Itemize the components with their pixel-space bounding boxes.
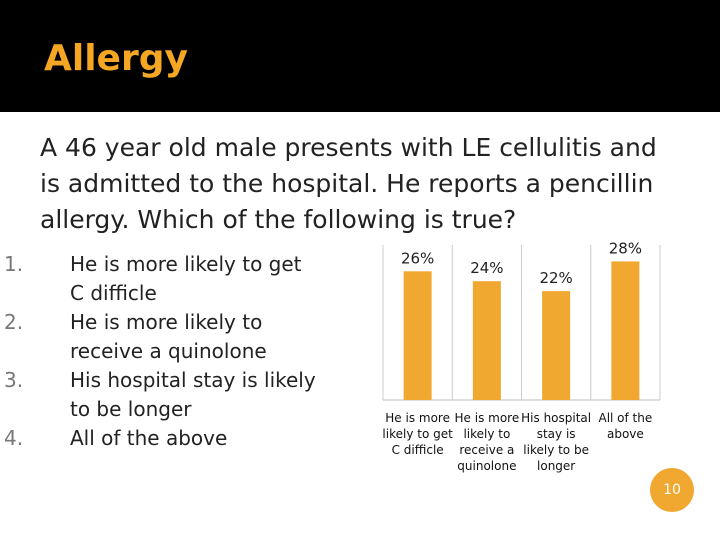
option: 2. He is more likely to receive a quinolo… [0, 308, 320, 366]
category-label: His hospital stay is likely to be longer [521, 411, 592, 473]
option-text: He is more likely to receive a quinolone [70, 310, 267, 363]
option-number: 4. [4, 426, 24, 450]
bar [611, 261, 640, 400]
bar [472, 281, 501, 400]
option-number: 2. [4, 310, 24, 334]
option-text: All of the above [70, 426, 228, 450]
option-text: His hospital stay is likely to be longer [70, 368, 316, 421]
option-number: 1. [4, 252, 24, 276]
option: 4. All of the above [0, 424, 320, 453]
page-number: 10 [650, 468, 694, 512]
value-label: 24% [470, 259, 503, 277]
value-label: 26% [401, 249, 434, 267]
option-number: 3. [4, 368, 24, 392]
question: A 46 year old male presents with LE cell… [40, 133, 657, 234]
category-label: He is more likely to receive a quinolone [454, 411, 520, 473]
value-label: 28% [609, 239, 642, 257]
option: 1. He is more likely to get C difficle [0, 250, 320, 308]
option: 3. His hospital stay is likely to be long… [0, 366, 320, 424]
option-text: He is more likely to get C difficle [70, 252, 302, 305]
bar [542, 291, 571, 400]
category-label: He is more likely to get C difficle [382, 411, 453, 457]
slide-title: Allergy [44, 38, 188, 79]
category-label: All of the above [598, 411, 653, 441]
bar [403, 271, 432, 400]
value-label: 22% [539, 269, 572, 287]
options: 1. He is more likely to get C difficle 2. H… [0, 250, 320, 453]
header-band [0, 0, 720, 112]
